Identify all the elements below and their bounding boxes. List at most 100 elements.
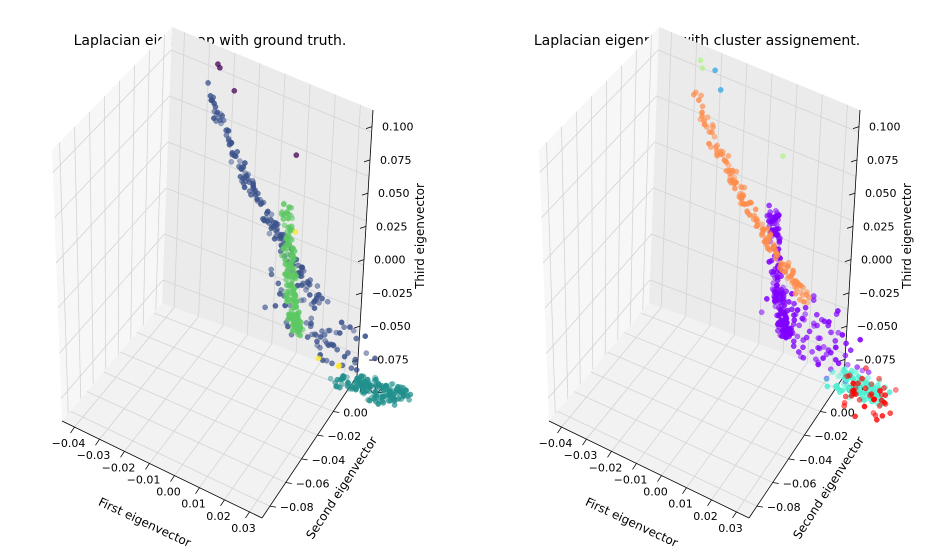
scatter-point — [372, 388, 378, 395]
scatter-point — [298, 273, 305, 279]
scatter-point — [892, 387, 899, 393]
scatter-point — [246, 179, 253, 186]
scatter-point — [293, 304, 299, 310]
gridline — [640, 312, 837, 389]
scatter-point — [350, 327, 357, 334]
x-axis-ticks: −0.04−0.03−0.02−0.010.000.010.020.03 — [52, 426, 256, 535]
scatter-point — [303, 287, 309, 293]
x-tick-mark — [682, 487, 687, 494]
gridline — [546, 233, 652, 354]
scatter-point — [733, 179, 739, 186]
chart-title: Laplacian eigenmap with cluster assignem… — [534, 33, 860, 49]
scatter-point — [849, 388, 856, 394]
scatter-point — [712, 67, 718, 74]
scatter-point — [315, 355, 322, 362]
scatter-point — [778, 308, 784, 314]
scatter-point — [780, 321, 786, 327]
scatter-point — [372, 374, 378, 381]
scatter-point — [800, 284, 806, 291]
z-tick-mark — [848, 192, 856, 196]
gridline — [557, 410, 758, 507]
axis-lines — [61, 109, 374, 519]
x-tick-label: −0.04 — [539, 437, 573, 450]
scatter-point — [815, 335, 822, 341]
scatter-point — [272, 227, 279, 234]
scatter-point — [835, 329, 842, 336]
scatter-point — [800, 344, 806, 351]
left-3d-scatter-plot: Laplacian eigenmap with ground truth. −0… — [52, 27, 427, 550]
scatter-point — [800, 354, 807, 361]
x-tick-label: 0.03 — [718, 522, 743, 535]
scatter-point — [794, 307, 801, 313]
gridline — [117, 80, 120, 355]
y-tick-mark — [285, 482, 292, 484]
scatter-point — [699, 103, 706, 110]
gridline — [807, 94, 823, 363]
x-axis-label: First eigenvector — [96, 495, 193, 550]
scatter-point — [876, 375, 882, 382]
gridline — [736, 371, 833, 513]
scatter-point — [790, 338, 797, 345]
gridline — [149, 334, 248, 464]
scatter-point — [291, 311, 298, 318]
gridline — [623, 332, 821, 412]
gridline — [656, 95, 857, 177]
scatter-point — [732, 185, 738, 192]
scatter-point — [865, 374, 871, 381]
x-tick-label: 0.02 — [693, 510, 718, 523]
gridline — [171, 49, 372, 133]
scatter-point — [829, 369, 836, 375]
scatter-point — [776, 238, 783, 245]
scatter-point — [769, 286, 776, 292]
z-axis-line — [843, 109, 861, 377]
x-tick-mark — [195, 487, 200, 494]
scatter-point — [407, 391, 414, 398]
scatter-point — [271, 235, 278, 242]
gridline — [174, 343, 273, 476]
scatter-point — [285, 323, 291, 330]
scatter-point — [292, 293, 299, 300]
scatter-point — [363, 350, 370, 356]
scatter-point — [311, 305, 318, 311]
z-tick-label: 0.050 — [865, 187, 897, 200]
gridline — [52, 49, 172, 173]
scatter-point — [286, 204, 292, 210]
gridline — [153, 312, 350, 389]
gridlines — [52, 32, 372, 513]
scatter-point — [283, 294, 290, 301]
z-tick-label: 0.000 — [861, 254, 893, 267]
z-axis-ticks: −0.075 −0.050 −0.025 0.000 0.025 0.050 0.075 0.… — [838, 121, 901, 366]
scatter-point — [810, 293, 817, 299]
y-tick-label: −0.08 — [280, 501, 314, 514]
scatter-point — [704, 114, 711, 121]
scatter-point — [759, 232, 765, 239]
y-tick-label: 0.00 — [830, 407, 855, 420]
z-tick-label: 0.025 — [863, 220, 895, 233]
chart-title: Laplacian eigenmap with ground truth. — [74, 33, 347, 49]
y-tick-label: −0.02 — [327, 430, 361, 443]
gridline — [271, 73, 286, 345]
scatter-point — [352, 356, 359, 363]
scatter-point — [698, 92, 704, 99]
scatter-point — [862, 379, 869, 386]
scatter-point — [802, 304, 809, 311]
x-tick-mark — [632, 463, 637, 470]
scatter-point — [766, 247, 773, 253]
scatter-point — [242, 170, 249, 176]
z-tick-mark — [852, 126, 860, 130]
scatter-point — [290, 272, 297, 279]
scatter-point — [266, 230, 273, 237]
z-tick-label: −0.075 — [855, 353, 896, 366]
scatter-point — [696, 97, 702, 103]
scatter-point — [881, 385, 887, 391]
scatter-point — [823, 376, 830, 382]
gridline — [246, 63, 261, 335]
z-axis-label: Third eigenvector — [900, 183, 914, 290]
scatter-point — [358, 382, 365, 389]
scatter-point — [361, 390, 367, 397]
gridline — [539, 49, 659, 173]
x-tick-label: −0.01 — [614, 473, 648, 486]
scatter-point — [337, 376, 344, 383]
scatter-point — [712, 144, 719, 150]
scatter-point — [776, 312, 782, 319]
